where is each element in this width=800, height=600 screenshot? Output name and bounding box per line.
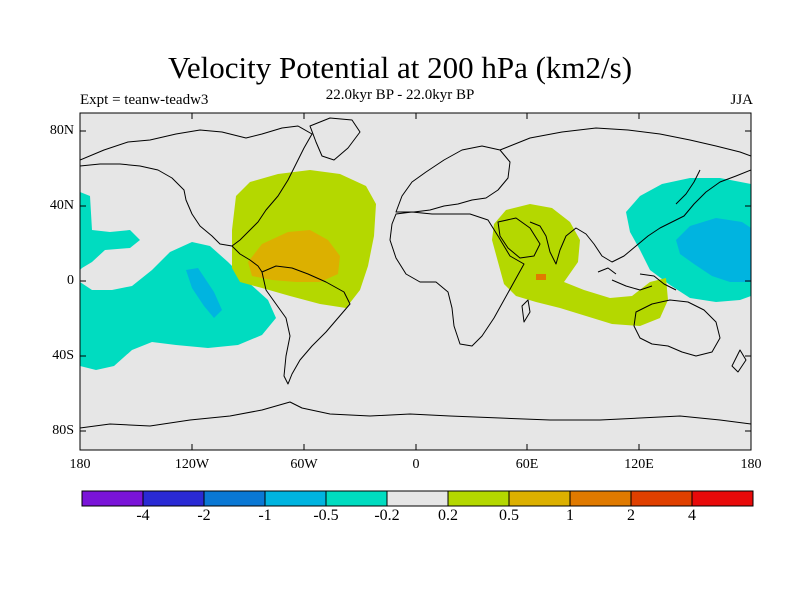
y-tick-40n: 40N [49, 198, 74, 213]
colorbar-label: 2 [627, 507, 635, 524]
x-tick-120w: 120W [174, 457, 210, 472]
neg-region-south-pacific-core [186, 268, 222, 318]
x-tick-0: 0 [412, 457, 420, 472]
colorbar-swatch [203, 490, 266, 507]
coastline-greenland [309, 117, 361, 161]
colorbar-swatch [447, 490, 510, 507]
pos-region-indian [492, 204, 668, 326]
colorbar-swatch [691, 490, 754, 507]
neg-region-east-pacific [80, 192, 140, 270]
colorbar-swatch [630, 490, 693, 507]
colorbar-swatch [325, 490, 388, 507]
coastline-antarctica [80, 401, 751, 429]
colorbar-label: -1 [258, 507, 272, 524]
colorbar-label: -0.5 [313, 507, 339, 524]
x-tick-120e: 120E [624, 457, 654, 472]
colorbar-swatch [508, 490, 571, 507]
coastlines [80, 117, 751, 429]
colorbar-label: 0.5 [499, 507, 519, 524]
x-tick-60e: 60E [515, 457, 539, 472]
coastline-europe [395, 145, 511, 213]
colorbar-swatch [386, 490, 449, 507]
colorbar-label: 0.2 [438, 507, 458, 524]
y-tick-0: 0 [67, 273, 74, 288]
pos-region-atlantic-mid [248, 230, 340, 282]
coastline-japan [675, 169, 701, 205]
chart-title: Velocity Potential at 200 hPa (km2/s) [167, 50, 633, 85]
coastline-central-america [231, 245, 263, 273]
y-tick-80s: 80S [52, 423, 74, 438]
coastline-australia [633, 299, 721, 357]
coastline-arabia [497, 217, 541, 259]
axis-ticks [80, 113, 751, 450]
colorbar-label: 1 [566, 507, 574, 524]
contour-fills [80, 170, 751, 370]
neg-region-south-pacific [80, 242, 276, 370]
colorbar-label: -0.2 [374, 507, 400, 524]
colorbar-swatch [81, 490, 144, 507]
coastline-madagascar [521, 299, 531, 323]
colorbar-label: -4 [136, 507, 150, 524]
coastline-asia [499, 127, 751, 265]
colorbar-swatch [264, 490, 327, 507]
coastline-north-america [80, 125, 313, 247]
colorbar-swatch [142, 490, 205, 507]
experiment-label: Expt = teanw-teadw3 [80, 92, 209, 108]
pos-region-indian-core [536, 274, 546, 280]
coastline-new-zealand [731, 349, 747, 373]
y-tick-80n: 80N [49, 123, 74, 138]
y-tick-40s: 40S [52, 348, 74, 363]
colorbar-label: 4 [688, 507, 696, 524]
colorbar-label: -2 [197, 507, 211, 524]
coastline-africa [389, 211, 525, 347]
neg-region-west-pacific-core [676, 218, 751, 282]
chart-subtitle: 22.0kyr BP - 22.0kyr BP [325, 87, 475, 103]
coastline-south-america [261, 265, 351, 385]
coastline-indonesia [597, 267, 677, 291]
season-label: JJA [730, 92, 753, 108]
x-tick-180e: 180 [740, 457, 762, 472]
x-tick-60w: 60W [290, 457, 318, 472]
colorbar [81, 490, 754, 507]
colorbar-swatch [569, 490, 632, 507]
x-tick-180w: 180 [69, 457, 91, 472]
